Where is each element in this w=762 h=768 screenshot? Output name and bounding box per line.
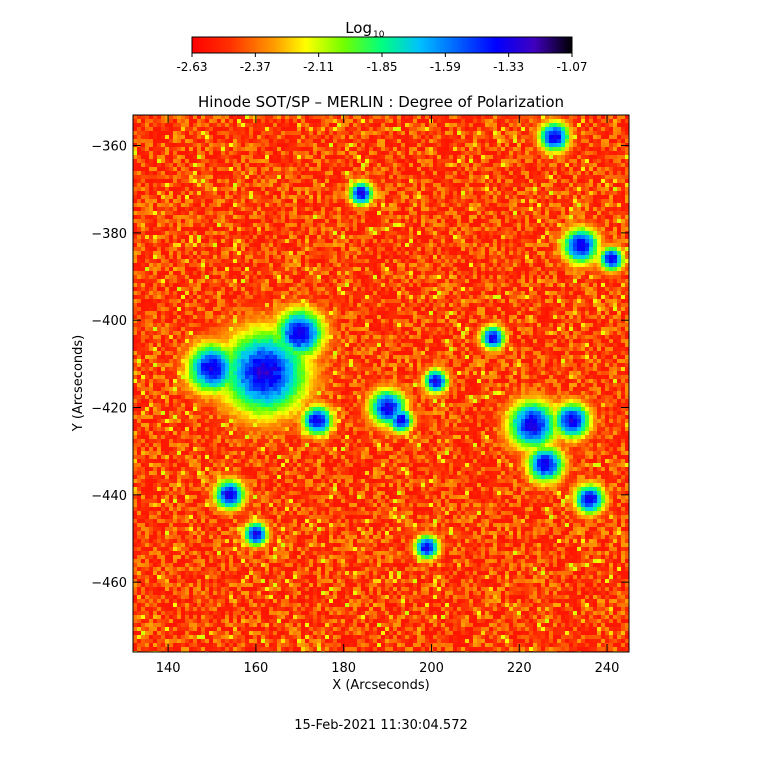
colorbar-tick-label: -2.37 <box>240 60 271 74</box>
plot-area: 140 160 180 200 220 240 −360−380−400−420−440−… <box>91 114 630 676</box>
colorbar-label-subscript: 10 <box>373 30 385 40</box>
chart-title: Hinode SOT/SP – MERLIN : Degree of Polar… <box>198 93 564 111</box>
y-tick-label: −460 <box>91 576 127 591</box>
x-tick-label: 220 <box>507 661 532 676</box>
colorbar-gradient <box>191 36 573 54</box>
y-tick-label: −440 <box>91 489 127 504</box>
colorbar-label: Log <box>345 19 372 37</box>
colorbar-tick-label: -1.07 <box>556 60 587 74</box>
colorbar: Log 10 -2.63 -2.37 -2.11 -1.85 -1.59 -1.33 -1.… <box>176 19 587 74</box>
colorbar-tick-label: -1.85 <box>366 60 397 74</box>
y-axis-label: Y (Arcseconds) <box>71 335 86 432</box>
x-tick-label: 200 <box>419 661 444 676</box>
x-axis-label: X (Arcseconds) <box>332 678 429 693</box>
y-tick-label: −400 <box>91 314 127 329</box>
colorbar-tick-label: -1.59 <box>430 60 461 74</box>
y-tick-label: −360 <box>91 140 127 155</box>
x-axis: 140 160 180 200 220 240 <box>156 115 620 676</box>
plot-frame <box>132 114 630 653</box>
colorbar-ticks: -2.63 -2.37 -2.11 -1.85 -1.59 -1.33 -1.07 <box>176 53 588 74</box>
colorbar-tick-label: -1.33 <box>493 60 524 74</box>
x-tick-label: 180 <box>331 661 356 676</box>
x-tick-label: 240 <box>595 661 620 676</box>
y-axis: −360 −380 −400 −420 −440 −460 <box>91 140 629 591</box>
x-tick-label: 160 <box>243 661 268 676</box>
y-tick-label: −420 <box>91 402 127 417</box>
colorbar-tick-label: -2.63 <box>176 60 207 74</box>
colorbar-tick-label: -2.11 <box>303 60 334 74</box>
y-tick-label: −380 <box>91 227 127 242</box>
heatmap-image <box>133 115 629 652</box>
x-tick-label: 140 <box>156 661 181 676</box>
timestamp: 15-Feb-2021 11:30:04.572 <box>294 718 468 733</box>
